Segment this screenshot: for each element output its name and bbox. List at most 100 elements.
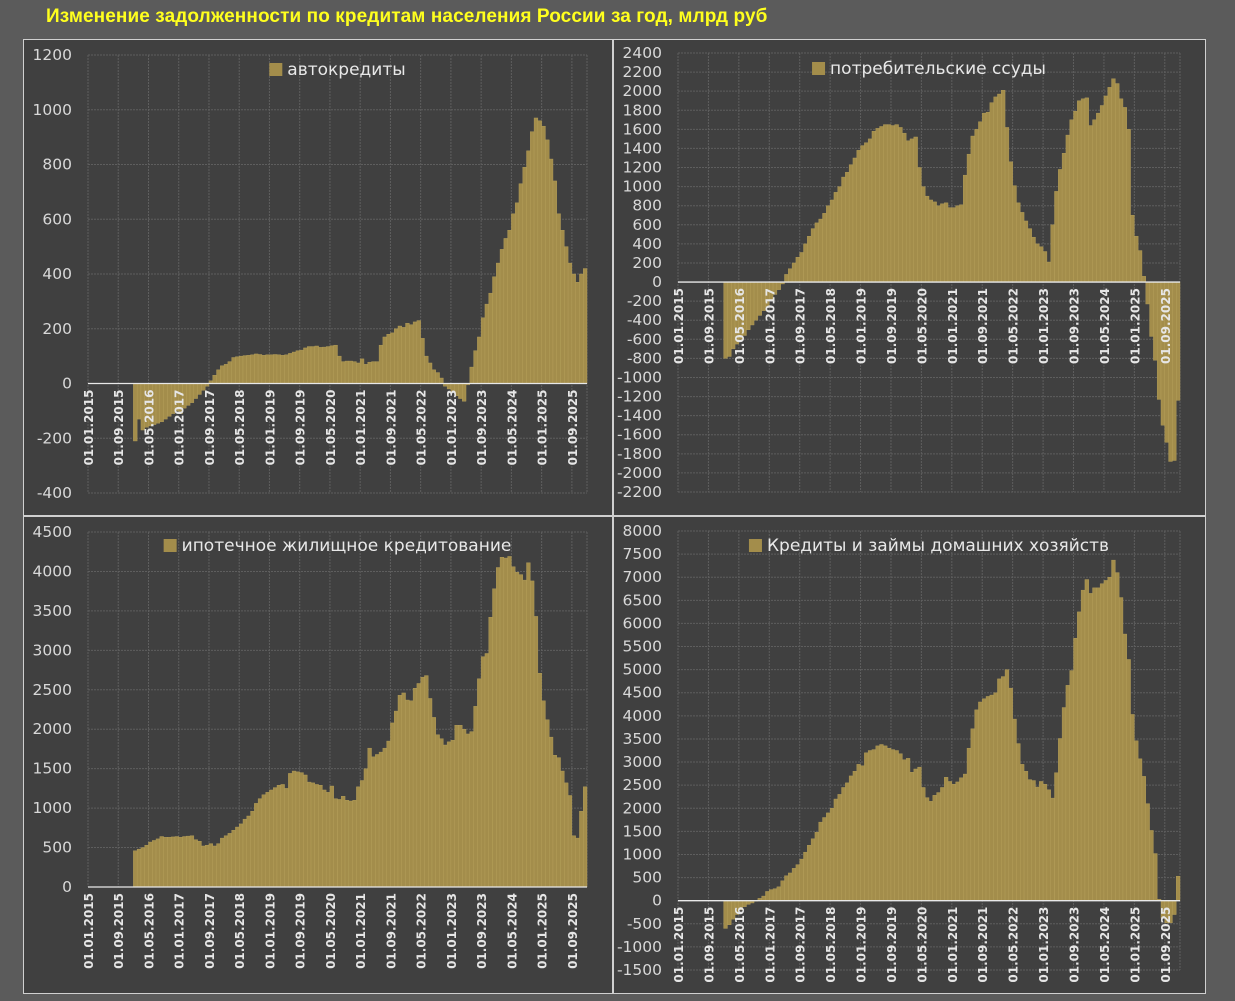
- bar: [246, 355, 251, 384]
- bar: [913, 768, 918, 901]
- bar: [469, 366, 474, 384]
- bar: [295, 771, 300, 888]
- x-tick-label: 01.01.2017: [763, 907, 777, 983]
- bar: [254, 353, 259, 384]
- bar: [250, 354, 255, 384]
- bar: [1001, 676, 1006, 901]
- y-tick-label: 2400: [623, 44, 662, 62]
- bar: [503, 238, 508, 384]
- bar: [860, 145, 865, 283]
- bar: [1137, 250, 1143, 283]
- bar: [303, 774, 308, 888]
- bar: [496, 567, 501, 888]
- bar: [1073, 111, 1078, 283]
- chart-4: -1500 -1000 -500 0 500 1000 1500 2000 2500 3000 35…: [613, 516, 1206, 994]
- bar: [314, 345, 319, 384]
- bar: [1107, 577, 1112, 901]
- y-tick-label: -800: [627, 349, 662, 367]
- y-tick-label: -2000: [617, 464, 662, 482]
- bar: [803, 851, 808, 901]
- bar: [552, 755, 557, 888]
- bar: [174, 836, 179, 888]
- bar: [1145, 281, 1150, 305]
- bar: [333, 344, 338, 384]
- bar: [1058, 738, 1063, 901]
- bar: [484, 303, 489, 384]
- y-tick-label: 400: [632, 235, 662, 253]
- bar: [333, 798, 338, 888]
- y-tick-label: -500: [627, 915, 662, 933]
- bar: [1065, 134, 1070, 283]
- bar: [947, 207, 953, 283]
- bar: [1031, 236, 1036, 283]
- bar: [890, 125, 895, 283]
- bar: [898, 753, 903, 901]
- bar: [159, 836, 164, 888]
- bar: [883, 124, 888, 283]
- y-tick-label: 1000: [33, 799, 72, 817]
- bar: [1115, 83, 1120, 283]
- bar: [257, 798, 263, 888]
- y-tick-label: -200: [37, 429, 72, 447]
- bar: [826, 205, 831, 283]
- bar: [921, 186, 926, 283]
- y-tick-label: -400: [627, 311, 662, 329]
- bar: [1103, 580, 1108, 901]
- y-tick-label: 3500: [33, 602, 72, 620]
- x-tick-label: 01.01.2021: [946, 907, 960, 983]
- bar: [955, 781, 960, 901]
- chart-2: -2200-2000-1800-1600-1400-1200-1000-800-…: [613, 39, 1206, 516]
- bar: [1001, 90, 1006, 283]
- bar: [231, 357, 236, 384]
- y-tick-label: -1000: [617, 938, 662, 956]
- bar: [959, 204, 964, 283]
- bar: [963, 174, 968, 283]
- bar: [394, 328, 399, 384]
- bar: [329, 785, 334, 888]
- y-tick-label: -1200: [617, 388, 662, 406]
- y-tick-label: 7500: [623, 545, 662, 563]
- y-tick-label: 200: [42, 320, 72, 338]
- bar: [204, 844, 210, 888]
- bar: [473, 706, 478, 888]
- y-tick-label: -400: [37, 484, 72, 502]
- bar: [318, 785, 323, 888]
- bar: [822, 213, 827, 283]
- bar: [439, 738, 444, 888]
- bar: [799, 858, 804, 901]
- page-title: Изменение задолженности по кредитам насе…: [46, 6, 768, 27]
- bar: [822, 817, 827, 901]
- legend-label: автокредиты: [287, 60, 405, 80]
- bar: [750, 281, 755, 326]
- bar: [936, 792, 941, 901]
- y-tick-label: 1600: [623, 120, 662, 138]
- bar: [533, 117, 539, 384]
- bar: [367, 361, 372, 384]
- bar: [431, 369, 436, 384]
- bar: [1153, 853, 1158, 901]
- bar: [246, 815, 251, 888]
- y-tick-label: 7000: [623, 568, 662, 586]
- bar: [201, 845, 206, 888]
- x-tick-label: 01.05.2020: [324, 390, 338, 466]
- bar: [955, 205, 960, 283]
- x-tick-label: 01.05.2018: [824, 288, 838, 364]
- bar: [905, 758, 911, 901]
- bar: [1020, 212, 1025, 283]
- bar: [163, 383, 168, 420]
- bar: [1023, 771, 1029, 901]
- bar: [1141, 276, 1146, 283]
- bar: [723, 900, 728, 929]
- bar: [905, 140, 911, 283]
- y-tick-label: 0: [62, 878, 72, 896]
- bar: [575, 282, 580, 384]
- x-tick-label: 01.01.2017: [173, 893, 187, 969]
- bar: [201, 383, 206, 391]
- legend-swatch: [269, 63, 283, 76]
- bar: [978, 121, 983, 283]
- x-tick-label: 01.05.2016: [733, 288, 747, 364]
- bar: [499, 249, 505, 384]
- bar: [548, 158, 554, 384]
- bar: [526, 150, 531, 384]
- bar: [560, 229, 565, 384]
